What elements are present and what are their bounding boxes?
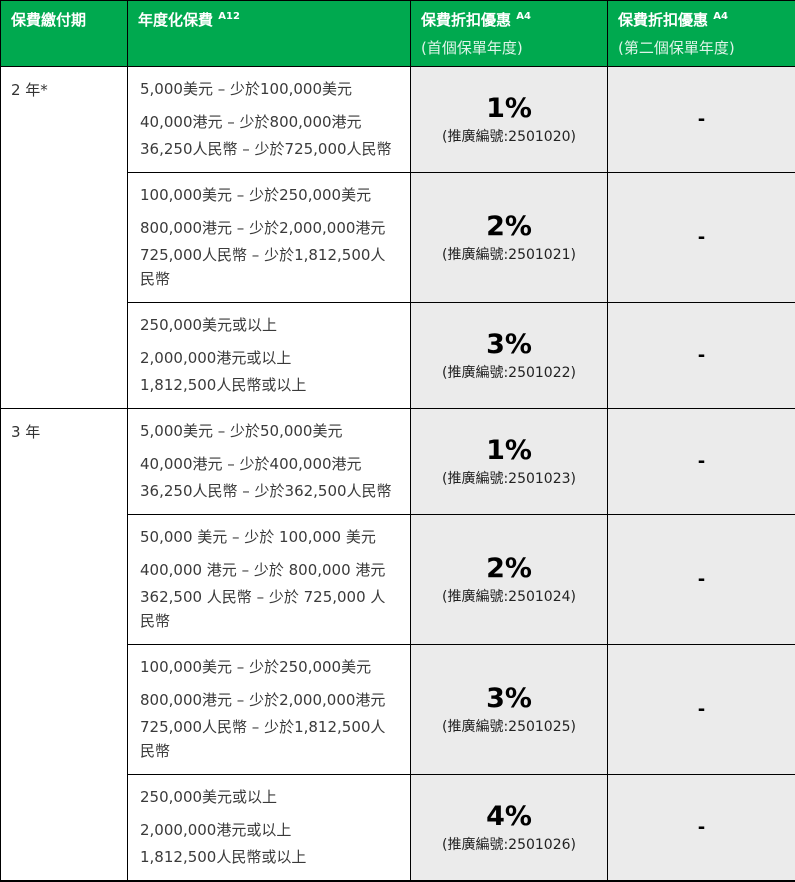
period-cell-2yr: 2 年* <box>1 67 128 409</box>
promo-code: (推廣編號:2501020) <box>415 126 603 146</box>
tier-line-rmb: 725,000人民幣 – 少於1,812,500人民幣 <box>140 715 400 763</box>
discount-percent: 4% <box>415 801 603 832</box>
second-year-cell: - <box>608 303 795 409</box>
second-year-cell: - <box>608 645 795 775</box>
tier-line-hkd: 800,000港元 – 少於2,000,000港元 <box>140 688 400 712</box>
period-cell-3yr: 3 年 <box>1 409 128 882</box>
second-year-cell: - <box>608 409 795 515</box>
header-label: 年度化保費 <box>138 11 213 29</box>
tier-line-hkd: 40,000港元 – 少於800,000港元 <box>140 110 400 134</box>
tier-cell: 50,000 美元 – 少於 100,000 美元 400,000 港元 – 少… <box>128 515 411 645</box>
tier-line-usd: 5,000美元 – 少於50,000美元 <box>140 419 400 443</box>
discount-cell: 2% (推廣編號:2501021) <box>411 173 608 303</box>
tier-line-hkd: 2,000,000港元或以上 <box>140 818 400 842</box>
discount-percent: 1% <box>415 435 603 466</box>
tier-line-hkd: 40,000港元 – 少於400,000港元 <box>140 452 400 476</box>
tier-line-usd: 100,000美元 – 少於250,000美元 <box>140 183 400 207</box>
tier-line-usd: 5,000美元 – 少於100,000美元 <box>140 77 400 101</box>
discount-cell: 1% (推廣編號:2501020) <box>411 67 608 173</box>
tier-line-usd: 50,000 美元 – 少於 100,000 美元 <box>140 525 400 549</box>
discount-cell: 4% (推廣編號:2501026) <box>411 775 608 882</box>
promo-code: (推廣編號:2501022) <box>415 362 603 382</box>
table-row: 3 年 5,000美元 – 少於50,000美元 40,000港元 – 少於40… <box>1 409 795 515</box>
tier-line-usd: 250,000美元或以上 <box>140 313 400 337</box>
discount-percent: 3% <box>415 683 603 714</box>
tier-line-usd: 250,000美元或以上 <box>140 785 400 809</box>
promo-code: (推廣編號:2501026) <box>415 834 603 854</box>
discount-cell: 3% (推廣編號:2501022) <box>411 303 608 409</box>
second-year-cell: - <box>608 515 795 645</box>
header-row: 保費繳付期 年度化保費 A12 保費折扣優惠 A4 (首個保單年度) 保費折扣優… <box>1 1 795 67</box>
promo-code: (推廣編號:2501025) <box>415 716 603 736</box>
tier-cell: 5,000美元 – 少於100,000美元 40,000港元 – 少於800,0… <box>128 67 411 173</box>
tier-cell: 100,000美元 – 少於250,000美元 800,000港元 – 少於2,… <box>128 645 411 775</box>
discount-cell: 1% (推廣編號:2501023) <box>411 409 608 515</box>
second-year-cell: - <box>608 775 795 882</box>
tier-line-rmb: 1,812,500人民幣或以上 <box>140 373 400 397</box>
header-annualized-premium: 年度化保費 A12 <box>128 1 411 67</box>
tier-cell: 5,000美元 – 少於50,000美元 40,000港元 – 少於400,00… <box>128 409 411 515</box>
tier-line-rmb: 1,812,500人民幣或以上 <box>140 845 400 869</box>
header-discount-first-year: 保費折扣優惠 A4 (首個保單年度) <box>411 1 608 67</box>
tier-line-hkd: 800,000港元 – 少於2,000,000港元 <box>140 216 400 240</box>
header-subtitle: (首個保單年度) <box>421 37 597 58</box>
header-discount-second-year: 保費折扣優惠 A4 (第二個保單年度) <box>608 1 795 67</box>
discount-cell: 2% (推廣編號:2501024) <box>411 515 608 645</box>
tier-line-rmb: 725,000人民幣 – 少於1,812,500人民幣 <box>140 243 400 291</box>
discount-percent: 1% <box>415 93 603 124</box>
promo-code: (推廣編號:2501021) <box>415 244 603 264</box>
footnote-ref: A4 <box>713 11 728 22</box>
header-payment-period: 保費繳付期 <box>1 1 128 67</box>
footnote-ref: A4 <box>516 11 531 22</box>
tier-line-usd: 100,000美元 – 少於250,000美元 <box>140 655 400 679</box>
tier-line-rmb: 36,250人民幣 – 少於725,000人民幣 <box>140 137 400 161</box>
discount-cell: 3% (推廣編號:2501025) <box>411 645 608 775</box>
tier-line-hkd: 2,000,000港元或以上 <box>140 346 400 370</box>
tier-line-hkd: 400,000 港元 – 少於 800,000 港元 <box>140 558 400 582</box>
discount-percent: 3% <box>415 329 603 360</box>
tier-cell: 250,000美元或以上 2,000,000港元或以上 1,812,500人民幣… <box>128 775 411 882</box>
discount-percent: 2% <box>415 553 603 584</box>
discount-percent: 2% <box>415 211 603 242</box>
tier-cell: 100,000美元 – 少於250,000美元 800,000港元 – 少於2,… <box>128 173 411 303</box>
second-year-cell: - <box>608 173 795 303</box>
footnote-ref: A12 <box>218 11 240 22</box>
header-label: 保費折扣優惠 <box>421 11 511 29</box>
header-subtitle: (第二個保單年度) <box>618 37 785 58</box>
header-label: 保費繳付期 <box>11 11 86 29</box>
header-label: 保費折扣優惠 <box>618 11 708 29</box>
promo-code: (推廣編號:2501024) <box>415 586 603 606</box>
second-year-cell: - <box>608 67 795 173</box>
table-row: 2 年* 5,000美元 – 少於100,000美元 40,000港元 – 少於… <box>1 67 795 173</box>
tier-cell: 250,000美元或以上 2,000,000港元或以上 1,812,500人民幣… <box>128 303 411 409</box>
tier-line-rmb: 362,500 人民幣 – 少於 725,000 人民幣 <box>140 585 400 633</box>
tier-line-rmb: 36,250人民幣 – 少於362,500人民幣 <box>140 479 400 503</box>
promo-code: (推廣編號:2501023) <box>415 468 603 488</box>
